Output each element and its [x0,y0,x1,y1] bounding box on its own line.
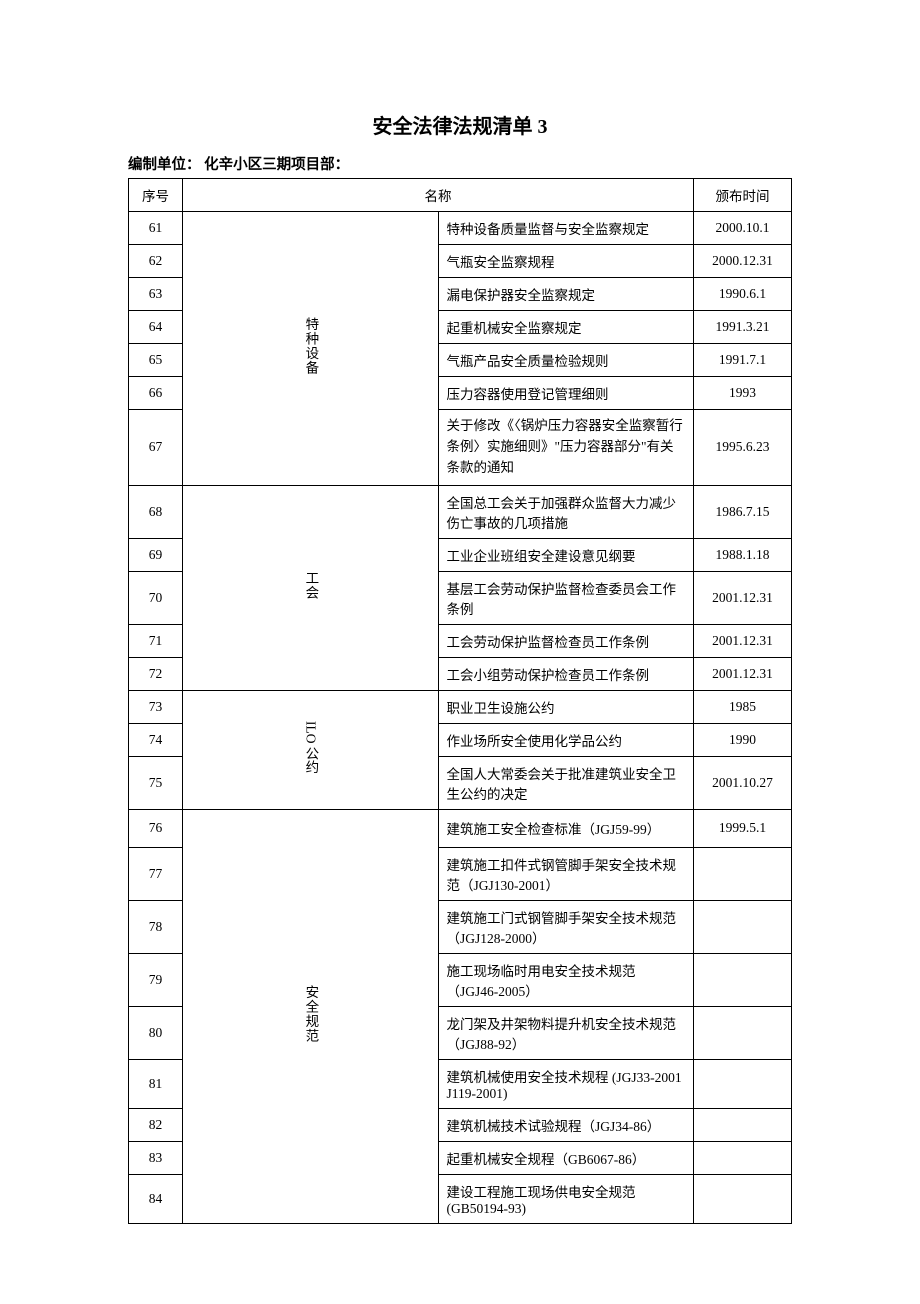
cell-seq: 69 [129,538,183,571]
cell-seq: 64 [129,311,183,344]
cell-date: 1985 [694,690,792,723]
cell-name: 建筑机械技术试验规程（JGJ34-86） [438,1108,694,1141]
cell-date [694,953,792,1006]
page-title: 安全法律法规清单 3 [128,110,792,139]
table-row: 73ILO 公约职业卫生设施公约1985 [129,690,792,723]
cell-category: 特种设备 [183,212,439,486]
subtitle-value: 化辛小区三期项目部： [204,157,349,173]
cell-date: 1988.1.18 [694,538,792,571]
cell-date: 1990.6.1 [694,278,792,311]
category-label: 安全规范 [302,985,318,1043]
cell-name: 施工现场临时用电安全技术规范（JGJ46-2005） [438,953,694,1006]
cell-date [694,1006,792,1059]
subtitle: 编制单位： 化辛小区三期项目部： [128,153,792,174]
category-label: 特种设备 [302,317,318,375]
cell-name: 气瓶产品安全质量检验规则 [438,344,694,377]
cell-date: 1991.3.21 [694,311,792,344]
table-row: 68工会全国总工会关于加强群众监督大力减少伤亡事故的几项措施1986.7.15 [129,485,792,538]
cell-seq: 63 [129,278,183,311]
cell-seq: 82 [129,1108,183,1141]
cell-name: 压力容器使用登记管理细则 [438,377,694,410]
cell-name: 漏电保护器安全监察规定 [438,278,694,311]
cell-seq: 67 [129,410,183,486]
cell-date: 1999.5.1 [694,809,792,847]
header-name: 名称 [183,179,694,212]
cell-date: 1991.7.1 [694,344,792,377]
cell-seq: 70 [129,571,183,624]
cell-date [694,1174,792,1223]
category-label: ILO 公约 [302,721,318,774]
cell-name: 全国总工会关于加强群众监督大力减少伤亡事故的几项措施 [438,485,694,538]
cell-name: 龙门架及井架物料提升机安全技术规范（JGJ88-92） [438,1006,694,1059]
cell-date: 2001.12.31 [694,571,792,624]
cell-name: 起重机械安全监察规定 [438,311,694,344]
cell-seq: 71 [129,624,183,657]
header-seq: 序号 [129,179,183,212]
cell-date [694,900,792,953]
header-date: 颁布时间 [694,179,792,212]
cell-name: 工业企业班组安全建设意见纲要 [438,538,694,571]
table-row: 61特种设备特种设备质量监督与安全监察规定2000.10.1 [129,212,792,245]
cell-seq: 79 [129,953,183,1006]
cell-category: 工会 [183,485,439,690]
cell-name: 工会劳动保护监督检查员工作条例 [438,624,694,657]
cell-category: ILO 公约 [183,690,439,809]
cell-name: 建筑机械使用安全技术规程 (JGJ33-2001 J119-2001) [438,1059,694,1108]
cell-date [694,1059,792,1108]
cell-date: 2001.10.27 [694,756,792,809]
cell-date [694,1108,792,1141]
cell-date: 2000.10.1 [694,212,792,245]
cell-name: 建筑施工扣件式钢管脚手架安全技术规范（JGJ130-2001） [438,847,694,900]
cell-name: 全国人大常委会关于批准建筑业安全卫生公约的决定 [438,756,694,809]
cell-seq: 73 [129,690,183,723]
cell-name: 基层工会劳动保护监督检查委员会工作条例 [438,571,694,624]
cell-date: 1990 [694,723,792,756]
cell-name: 起重机械安全规程（GB6067-86） [438,1141,694,1174]
cell-name: 关于修改《〈锅炉压力容器安全监察暂行条例〉实施细则》"压力容器部分"有关条款的通… [438,410,694,486]
cell-seq: 74 [129,723,183,756]
cell-date [694,1141,792,1174]
subtitle-label: 编制单位： [128,157,201,173]
cell-date: 2001.12.31 [694,657,792,690]
cell-seq: 76 [129,809,183,847]
cell-name: 职业卫生设施公约 [438,690,694,723]
cell-date [694,847,792,900]
cell-name: 特种设备质量监督与安全监察规定 [438,212,694,245]
category-label: 工会 [302,571,318,600]
cell-seq: 78 [129,900,183,953]
cell-seq: 72 [129,657,183,690]
cell-date: 2000.12.31 [694,245,792,278]
cell-date: 1993 [694,377,792,410]
table-row: 76安全规范建筑施工安全检查标准（JGJ59-99）1999.5.1 [129,809,792,847]
cell-category: 安全规范 [183,809,439,1223]
cell-name: 工会小组劳动保护检查员工作条例 [438,657,694,690]
cell-name: 建设工程施工现场供电安全规范(GB50194-93) [438,1174,694,1223]
regulations-table: 序号 名称 颁布时间 61特种设备特种设备质量监督与安全监察规定2000.10.… [128,178,792,1224]
cell-seq: 61 [129,212,183,245]
cell-seq: 83 [129,1141,183,1174]
cell-seq: 68 [129,485,183,538]
cell-date: 2001.12.31 [694,624,792,657]
cell-seq: 84 [129,1174,183,1223]
cell-seq: 62 [129,245,183,278]
cell-seq: 81 [129,1059,183,1108]
cell-name: 建筑施工门式钢管脚手架安全技术规范（JGJ128-2000） [438,900,694,953]
cell-date: 1986.7.15 [694,485,792,538]
cell-seq: 75 [129,756,183,809]
cell-seq: 80 [129,1006,183,1059]
cell-seq: 77 [129,847,183,900]
cell-name: 建筑施工安全检查标准（JGJ59-99） [438,809,694,847]
cell-seq: 66 [129,377,183,410]
cell-name: 气瓶安全监察规程 [438,245,694,278]
cell-date: 1995.6.23 [694,410,792,486]
cell-name: 作业场所安全使用化学品公约 [438,723,694,756]
table-header-row: 序号 名称 颁布时间 [129,179,792,212]
cell-seq: 65 [129,344,183,377]
